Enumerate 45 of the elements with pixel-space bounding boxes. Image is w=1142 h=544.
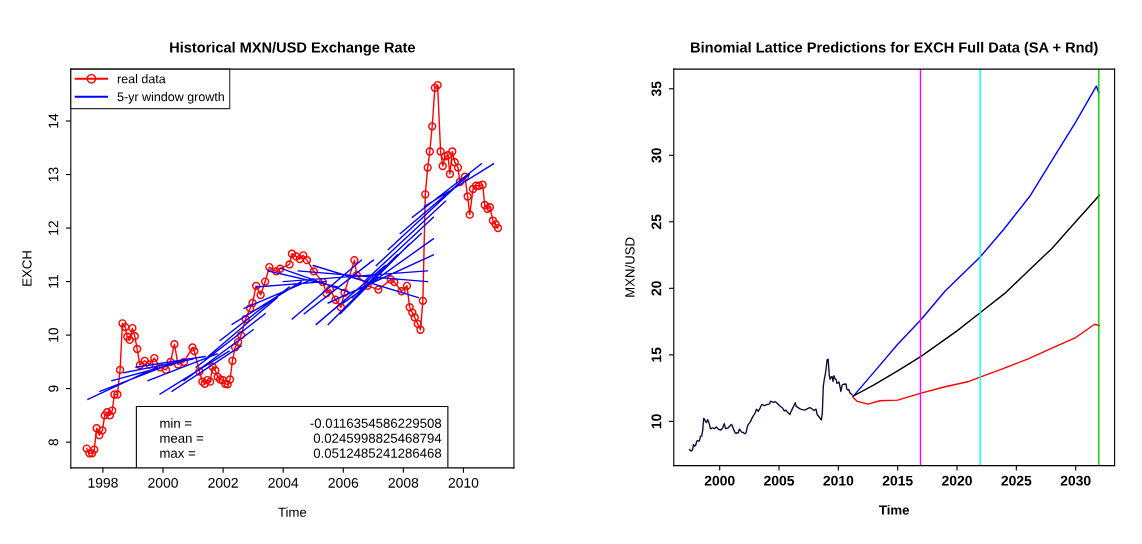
y-tick-label: 8 (48, 438, 59, 446)
x-tick-label: 2000 (704, 475, 735, 486)
annotation: 0.0512485241286468 (313, 448, 442, 458)
y-tick-label: 25 (651, 214, 662, 230)
x-tick-label: 2005 (764, 475, 795, 486)
x-tick-label: 2002 (208, 477, 238, 488)
line-series (852, 323, 1101, 405)
line-series (852, 194, 1101, 397)
x-tick-label: 2006 (328, 477, 359, 488)
x-tick-label: 2004 (268, 477, 299, 488)
y-tick-label: 20 (651, 281, 662, 296)
x-tick-label: 2025 (1001, 475, 1032, 486)
y-tick-label: 35 (651, 81, 662, 97)
legend-label: 5-yr window growth (117, 91, 224, 104)
y-tick-label: 12 (48, 221, 59, 235)
line-series (688, 358, 853, 452)
annotation: max = (160, 450, 196, 458)
line-series (852, 85, 1100, 398)
chart-title: Historical MXN/USD Exchange Rate (170, 41, 416, 56)
x-tick-label: 2010 (448, 477, 479, 488)
legend-label: real data (117, 74, 166, 84)
annotation: mean = (160, 435, 204, 443)
x-axis-title: Time (278, 507, 307, 517)
y-tick-label: 30 (651, 148, 662, 163)
x-axis-title: Time (879, 505, 910, 515)
x-tick-label: 2030 (1060, 475, 1091, 486)
y-tick-label: 15 (651, 347, 662, 362)
x-tick-label: 2010 (823, 475, 854, 486)
x-tick-label: 1998 (88, 477, 118, 488)
x-tick-label: 2015 (882, 475, 913, 486)
chart-title: Binomial Lattice Predictions for EXCH Full Data (SA + Rnd) (691, 41, 1098, 56)
y-tick-label: 10 (651, 414, 662, 429)
annotation: -0.0116354586229508 (310, 418, 442, 428)
y-axis-title: MXN/USD (624, 237, 635, 297)
annotation: 0.0245998825468794 (313, 433, 442, 443)
y-tick-label: 11 (48, 275, 59, 288)
y-tick-label: 10 (48, 327, 59, 342)
y-tick-label: 9 (48, 385, 59, 392)
y-axis-title: EXCH (22, 251, 32, 286)
y-tick-label: 14 (48, 113, 59, 128)
annotation: min = (160, 418, 192, 428)
y-tick-label: 13 (48, 167, 59, 182)
x-tick-label: 2000 (148, 477, 178, 488)
x-tick-label: 2020 (942, 475, 972, 486)
x-tick-label: 2008 (388, 477, 419, 488)
